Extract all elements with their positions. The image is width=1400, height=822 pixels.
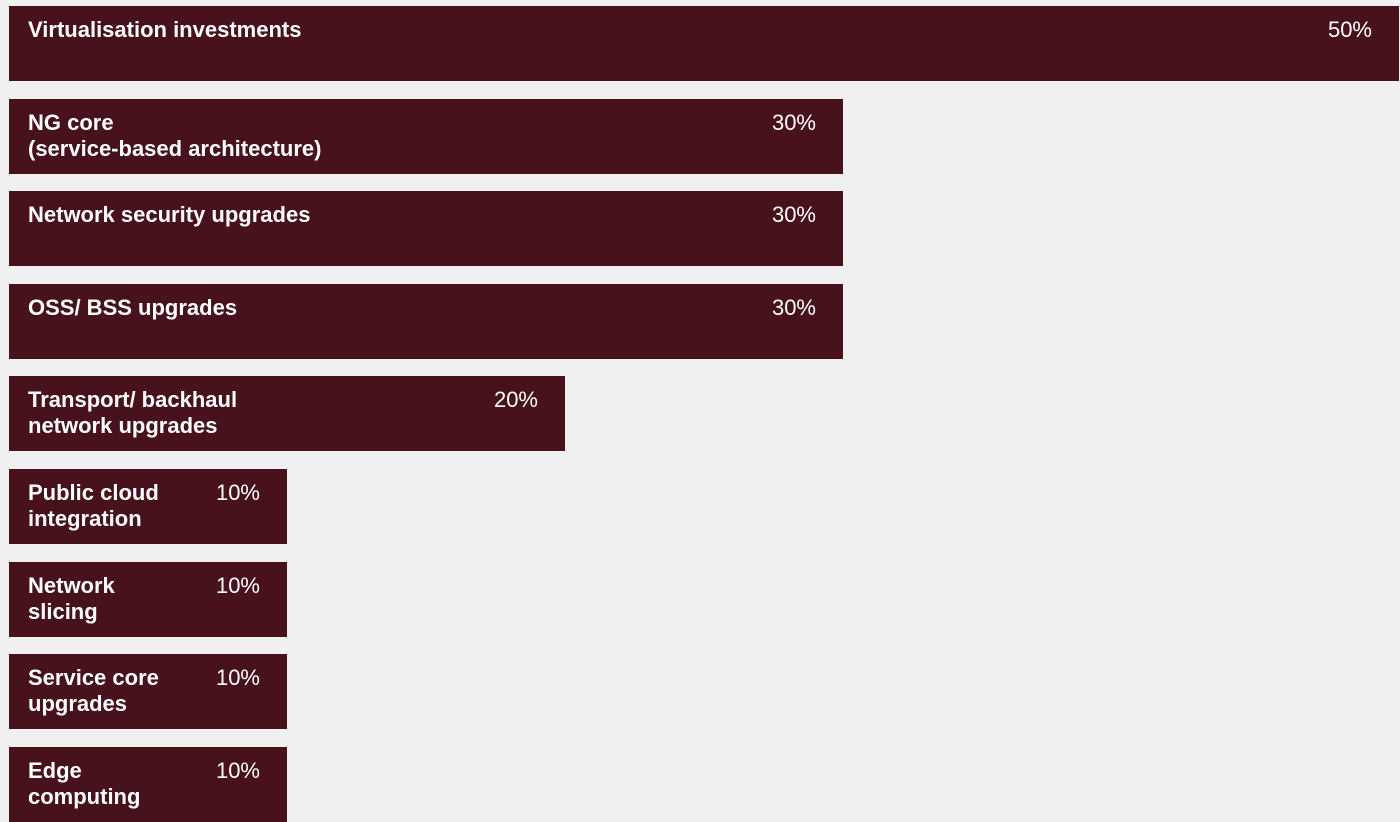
bar-label: Public cloud integration (28, 480, 159, 532)
bar-value-label: 30% (772, 295, 816, 321)
bar: Public cloud integration 10% (9, 469, 287, 544)
bar-label: Network slicing (28, 573, 115, 625)
bar-label: NG core (service-based architecture) (28, 110, 321, 162)
bar: NG core (service-based architecture) 30% (9, 99, 843, 174)
bar: Service core upgrades 10% (9, 654, 287, 729)
bar-value-label: 10% (216, 480, 260, 506)
bar: Transport/ backhaul network upgrades 20% (9, 376, 565, 451)
bar: Edge computing 10% (9, 747, 287, 822)
bar-value-label: 30% (772, 202, 816, 228)
bar-label: Network security upgrades (28, 202, 310, 228)
bar-label: Service core upgrades (28, 665, 159, 717)
bar-value-label: 10% (216, 665, 260, 691)
bar-label: Transport/ backhaul network upgrades (28, 387, 237, 439)
bar-value-label: 10% (216, 758, 260, 784)
bar-value-label: 20% (494, 387, 538, 413)
bar-value-label: 50% (1328, 17, 1372, 43)
bar: Network slicing 10% (9, 562, 287, 637)
bar: Network security upgrades 30% (9, 191, 843, 266)
bar-value-label: 10% (216, 573, 260, 599)
bar: OSS/ BSS upgrades 30% (9, 284, 843, 359)
bar-value-label: 30% (772, 110, 816, 136)
bar-label: OSS/ BSS upgrades (28, 295, 237, 321)
bar-label: Virtualisation investments (28, 17, 301, 43)
bar-label: Edge computing (28, 758, 140, 810)
bar: Virtualisation investments 50% (9, 6, 1399, 81)
